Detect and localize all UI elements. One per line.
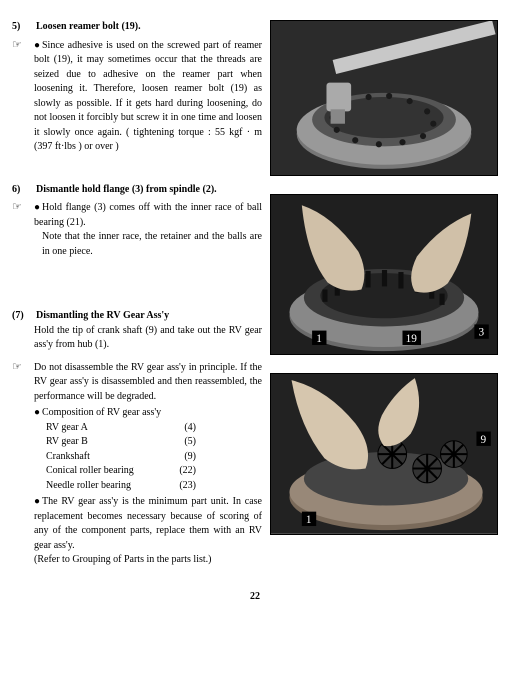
pointer-icon: ☞	[12, 201, 28, 259]
step-7-warn: ☞ Do not disassemble the RV gear ass'y i…	[12, 361, 262, 421]
table-row: Crankshaft(9)	[46, 450, 262, 465]
step-7-tail: ●The RV gear ass'y is the minimum part u…	[12, 495, 262, 568]
step-7-warn-text: Do not disassemble the RV gear ass'y in …	[34, 361, 262, 405]
step-7-title: Dismantling the RV Gear Ass'y	[36, 309, 169, 324]
step-6-number: 6)	[12, 183, 30, 198]
step-7-tail2: (Refer to Grouping of Parts in the parts…	[34, 553, 262, 568]
pointer-icon: ☞	[12, 361, 28, 421]
table-row: RV gear A(4)	[46, 421, 262, 436]
table-row: Conical roller bearing(22)	[46, 464, 262, 479]
svg-text:19: 19	[406, 333, 418, 345]
step-5-number: 5)	[12, 20, 30, 35]
image-column: 1 19 3	[270, 20, 498, 578]
svg-text:1: 1	[316, 333, 322, 345]
photo-torque-wrench	[270, 20, 498, 176]
svg-text:1: 1	[306, 514, 312, 526]
step-6-note2: Note that the inner race, the retainer a…	[34, 230, 262, 259]
pointer-icon: ☞	[12, 39, 28, 155]
step-7: (7) Dismantling the RV Gear Ass'y Hold t…	[12, 309, 262, 568]
svg-text:9: 9	[481, 434, 487, 446]
step-6-note1: Hold flange (3) comes off with the inner…	[34, 202, 262, 228]
table-row: RV gear B(5)	[46, 435, 262, 450]
text-column: 5) Loosen reamer bolt (19). ☞ ●Since adh…	[12, 20, 262, 578]
photo-hold-flange: 1 19 3	[270, 194, 498, 355]
step-7-body: Hold the tip of crank shaft (9) and take…	[12, 324, 262, 353]
photo-rv-gear: 1 9	[270, 373, 498, 534]
step-5: 5) Loosen reamer bolt (19). ☞ ●Since adh…	[12, 20, 262, 155]
step-5-note: ☞ ●Since adhesive is used on the screwed…	[12, 39, 262, 155]
comp-title: Composition of RV gear ass'y	[42, 407, 161, 418]
step-7-tail1: The RV gear ass'y is the minimum part un…	[34, 496, 262, 551]
step-5-title: Loosen reamer bolt (19).	[36, 20, 141, 35]
page-number: 22	[12, 590, 498, 605]
step-6: 6) Dismantle hold flange (3) from spindl…	[12, 183, 262, 260]
step-6-note: ☞ ●Hold flange (3) comes off with the in…	[12, 201, 262, 259]
svg-text:3: 3	[479, 327, 485, 339]
composition-table: RV gear A(4) RV gear B(5) Crankshaft(9) …	[12, 421, 262, 494]
step-7-number: (7)	[12, 309, 30, 324]
step-5-note-text: Since adhesive is used on the screwed pa…	[34, 40, 262, 153]
step-6-title: Dismantle hold flange (3) from spindle (…	[36, 183, 217, 198]
table-row: Needle roller bearing(23)	[46, 479, 262, 494]
